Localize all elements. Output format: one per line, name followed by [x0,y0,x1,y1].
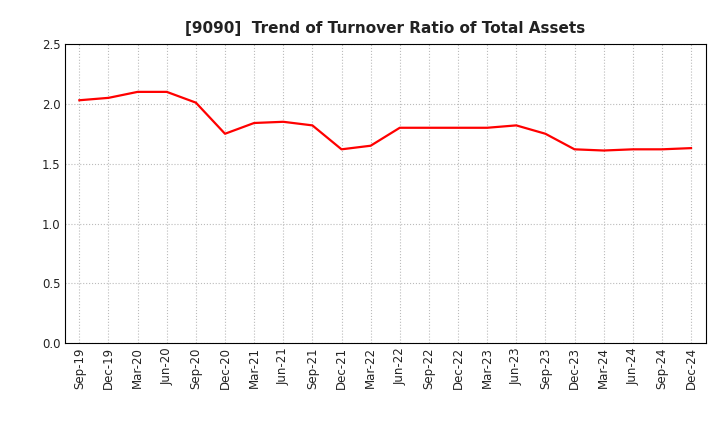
Title: [9090]  Trend of Turnover Ratio of Total Assets: [9090] Trend of Turnover Ratio of Total … [185,21,585,36]
